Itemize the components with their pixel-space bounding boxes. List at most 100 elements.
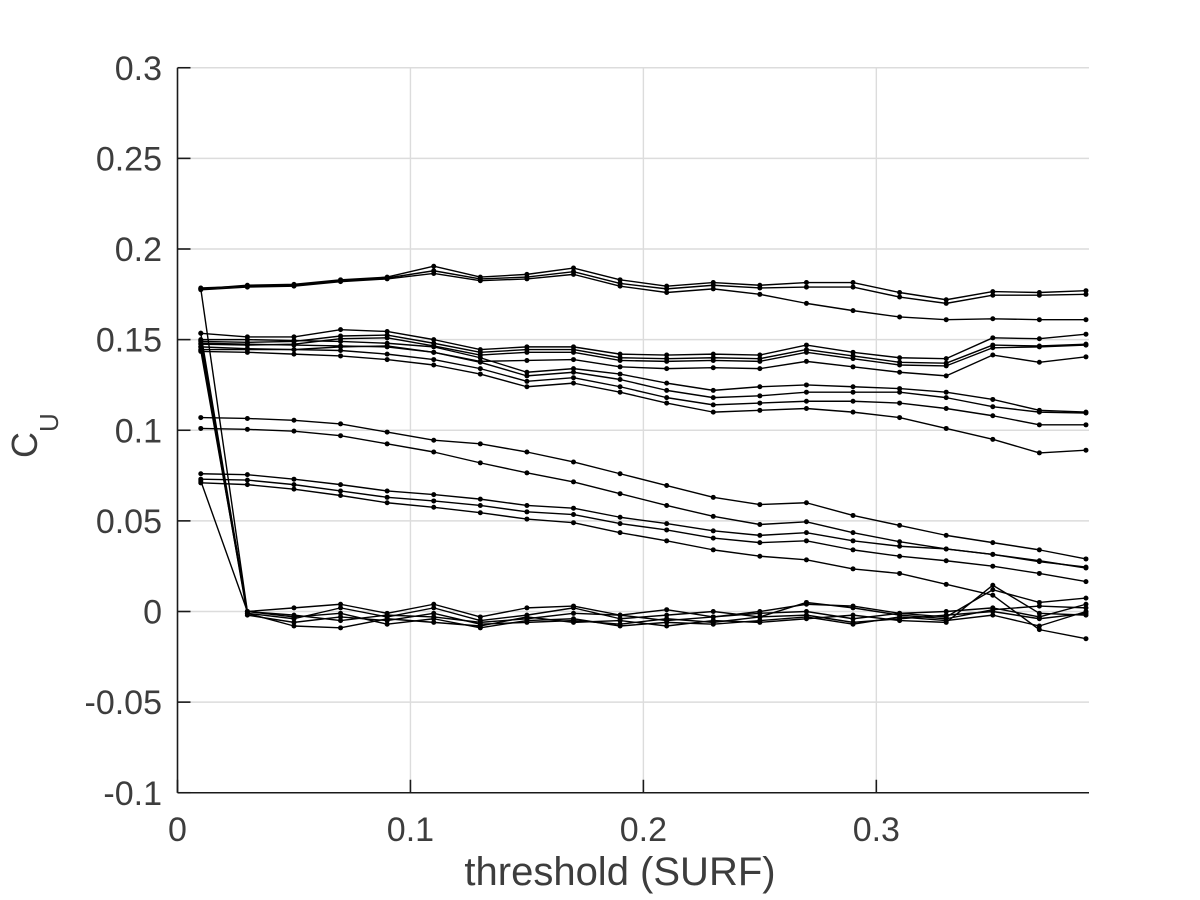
data-point-marker bbox=[757, 540, 763, 546]
y-tick-label: 0.1 bbox=[115, 412, 162, 450]
data-point-marker bbox=[850, 512, 856, 518]
data-point-marker bbox=[943, 532, 949, 538]
data-point-marker bbox=[477, 460, 483, 466]
data-point-marker bbox=[1036, 344, 1042, 350]
data-series-line bbox=[200, 270, 1086, 305]
data-point-marker bbox=[617, 521, 623, 527]
data-series-line bbox=[200, 265, 1086, 301]
data-point-marker bbox=[897, 386, 903, 392]
data-point-marker bbox=[664, 380, 670, 386]
data-point-marker bbox=[1083, 342, 1089, 348]
data-point-marker bbox=[524, 470, 530, 476]
data-point-marker bbox=[943, 612, 949, 618]
data-point-marker bbox=[803, 342, 809, 348]
data-point-marker bbox=[664, 483, 670, 489]
data-point-marker bbox=[803, 284, 809, 290]
data-point-marker bbox=[431, 349, 437, 355]
data-point-marker bbox=[664, 619, 670, 625]
y-tick-label: -0.1 bbox=[103, 775, 162, 813]
data-point-marker bbox=[338, 605, 344, 611]
data-point-marker bbox=[850, 621, 856, 627]
data-point-marker bbox=[710, 547, 716, 553]
data-point-marker bbox=[943, 609, 949, 614]
data-point-marker bbox=[244, 346, 250, 352]
x-tick-label: 0.3 bbox=[853, 811, 900, 849]
data-point-marker bbox=[990, 396, 996, 402]
data-point-marker bbox=[384, 616, 390, 622]
data-point-marker bbox=[990, 592, 996, 598]
data-point-marker bbox=[291, 342, 297, 348]
data-point-marker bbox=[664, 400, 670, 406]
data-point-marker bbox=[990, 551, 996, 557]
data-point-marker bbox=[291, 334, 297, 340]
data-point-marker bbox=[990, 345, 996, 351]
data-point-marker bbox=[617, 618, 623, 624]
data-point-marker bbox=[990, 587, 996, 593]
data-point-marker bbox=[1036, 603, 1042, 609]
data-point-marker bbox=[664, 521, 670, 527]
data-point-marker bbox=[244, 284, 250, 290]
data-series-line bbox=[200, 346, 1087, 625]
data-point-marker bbox=[431, 605, 437, 611]
data-point-marker bbox=[571, 265, 577, 271]
data-point-marker bbox=[571, 505, 577, 511]
data-point-marker bbox=[757, 291, 763, 297]
data-point-marker bbox=[803, 280, 809, 286]
data-point-marker bbox=[897, 415, 903, 421]
data-point-marker bbox=[617, 530, 623, 536]
data-point-marker bbox=[291, 417, 297, 423]
data-point-marker bbox=[897, 614, 903, 620]
data-point-marker bbox=[617, 277, 623, 283]
data-point-marker bbox=[990, 540, 996, 546]
data-point-marker bbox=[524, 349, 530, 355]
data-point-marker bbox=[338, 433, 344, 439]
data-point-marker bbox=[384, 494, 390, 500]
data-point-marker bbox=[384, 621, 390, 627]
data-point-marker bbox=[571, 366, 577, 372]
data-point-marker bbox=[850, 384, 856, 390]
data-point-marker bbox=[990, 316, 996, 322]
data-point-marker bbox=[617, 351, 623, 357]
data-point-marker bbox=[850, 547, 856, 553]
data-point-marker bbox=[943, 395, 949, 401]
data-point-marker bbox=[244, 349, 250, 355]
data-point-marker bbox=[477, 502, 483, 508]
data-point-marker bbox=[1036, 336, 1042, 342]
data-point-marker bbox=[803, 349, 809, 355]
data-point-marker bbox=[617, 283, 623, 289]
data-point-marker bbox=[757, 384, 763, 390]
data-point-marker bbox=[943, 300, 949, 306]
data-point-marker bbox=[850, 284, 856, 290]
data-point-marker bbox=[850, 566, 856, 572]
data-point-marker bbox=[943, 618, 949, 624]
data-point-marker bbox=[291, 347, 297, 353]
data-point-marker bbox=[710, 614, 716, 620]
data-point-marker bbox=[524, 378, 530, 384]
data-point-marker bbox=[198, 471, 204, 477]
data-point-marker bbox=[897, 314, 903, 320]
data-point-marker bbox=[431, 357, 437, 363]
data-point-marker bbox=[338, 488, 344, 494]
data-point-marker bbox=[850, 364, 856, 370]
data-point-marker bbox=[1036, 547, 1042, 553]
data-point-marker bbox=[384, 344, 390, 350]
data-point-marker bbox=[291, 351, 297, 357]
data-point-marker bbox=[431, 437, 437, 443]
data-point-marker bbox=[524, 509, 530, 515]
data-point-marker bbox=[338, 338, 344, 344]
data-point-marker bbox=[384, 340, 390, 346]
data-point-marker bbox=[198, 338, 204, 344]
data-point-marker bbox=[897, 618, 903, 624]
data-point-marker bbox=[850, 389, 856, 395]
data-point-marker bbox=[664, 286, 670, 292]
data-point-marker bbox=[431, 270, 437, 276]
data-point-marker bbox=[803, 500, 809, 506]
data-point-marker bbox=[1083, 579, 1089, 585]
data-point-marker bbox=[384, 612, 390, 618]
data-point-marker bbox=[943, 406, 949, 411]
data-point-marker bbox=[850, 398, 856, 404]
data-point-marker bbox=[803, 530, 809, 536]
data-point-marker bbox=[524, 502, 530, 508]
data-point-marker bbox=[803, 406, 809, 411]
data-point-marker bbox=[757, 553, 763, 559]
